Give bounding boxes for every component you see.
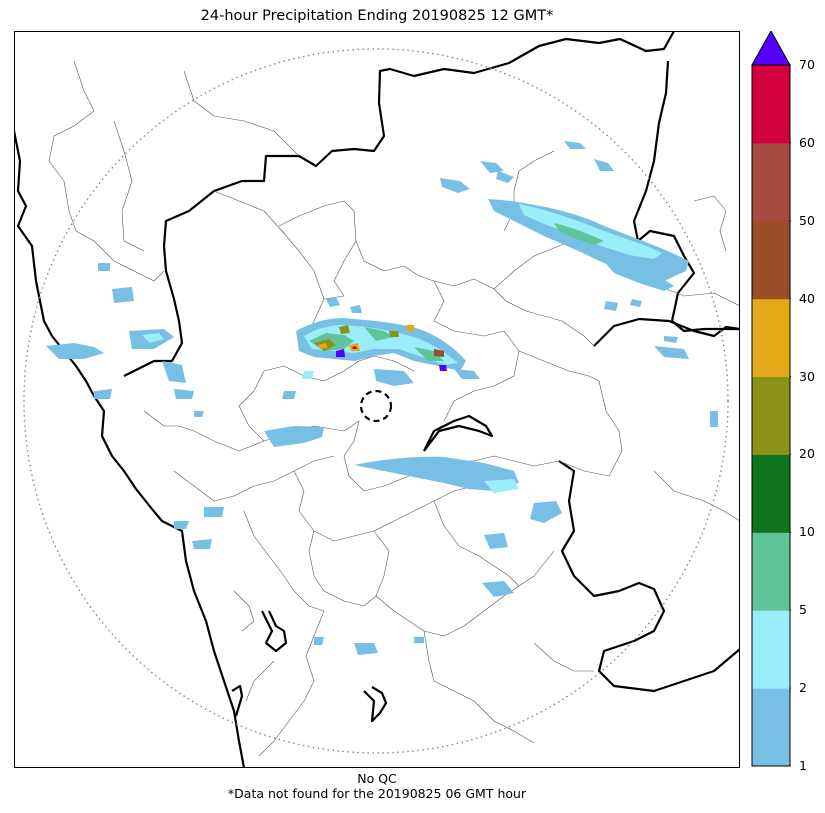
district-boundaries <box>48 60 740 757</box>
colorbar-tick-label: 70 <box>799 57 815 72</box>
colorbar-tick-label: 20 <box>799 446 815 462</box>
map-title: 24-hour Precipitation Ending 20190825 12… <box>200 8 554 24</box>
state-boundaries <box>14 31 740 768</box>
colorbar-segment <box>752 376 790 455</box>
colorbar-tick-label: 1 <box>799 758 807 773</box>
precipitation-colorbar <box>751 31 791 767</box>
colorbar-segment <box>752 65 790 144</box>
colorbar-tick-label: 60 <box>799 134 815 150</box>
missing-data-note: *Data not found for the 20190825 06 GMT … <box>227 786 527 801</box>
colorbar-segment <box>752 610 790 689</box>
radar-range-ring <box>23 48 729 754</box>
colorbar-segment <box>752 220 790 300</box>
radar-site-marker <box>359 389 393 423</box>
colorbar-segment <box>752 298 790 378</box>
colorbar-tick-label: 5 <box>799 602 807 618</box>
colorbar-tick-label: 50 <box>799 212 815 228</box>
colorbar-tick-label: 2 <box>799 680 807 696</box>
colorbar-segment <box>752 142 790 222</box>
colorbar-segment <box>752 532 790 611</box>
colorbar-tick-label: 30 <box>799 368 815 384</box>
colorbar-frame <box>751 64 791 767</box>
precipitation-map <box>14 31 740 768</box>
colorbar-tick-label: 40 <box>799 290 815 306</box>
colorbar-segment <box>752 688 790 767</box>
precipitation-areas <box>46 141 718 655</box>
colorbar-tick-label: 10 <box>799 524 815 540</box>
colorbar-segment <box>752 454 790 533</box>
colorbar-extend-arrow <box>751 31 791 66</box>
qc-note: No QC <box>357 771 397 786</box>
